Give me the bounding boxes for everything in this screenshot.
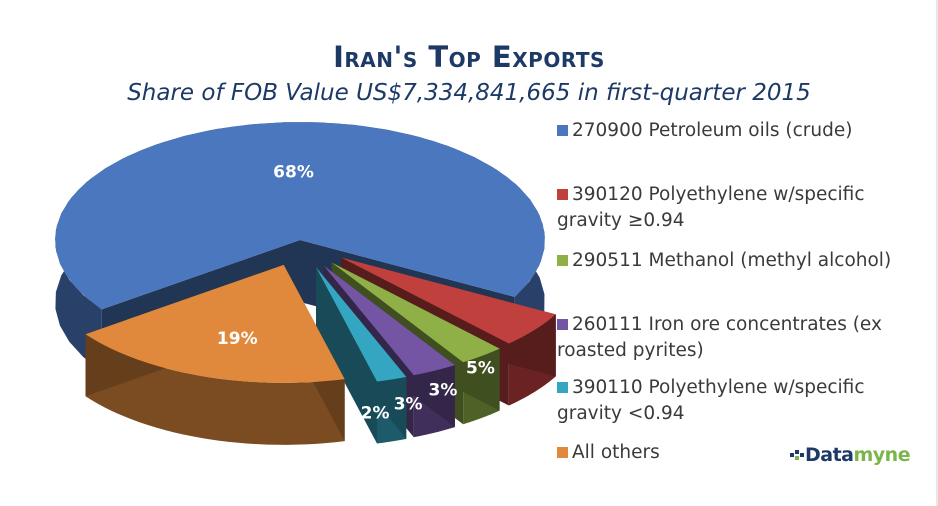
pie-data-label-3: 3% (394, 394, 423, 414)
datamyne-logo-text-myne: myne (853, 444, 911, 466)
chart-subtitle: Share of FOB Value US$7,334,841,665 in f… (127, 80, 811, 106)
datamyne-logo-text-data: Data (805, 444, 854, 466)
legend-label: 290511 Methanol (methyl alcohol) (572, 250, 892, 271)
pie-slice-5 (85, 264, 345, 383)
pie-slice-tops (55, 122, 556, 383)
pie-chart: 68%5%3%3%2%19% (55, 122, 556, 445)
pie-slice-1 (341, 257, 556, 344)
datamyne-logo: Datamyne (790, 444, 911, 466)
pie-data-label-0: 68% (273, 163, 314, 183)
pie-data-label-2: 3% (429, 380, 458, 400)
legend-swatch (557, 319, 568, 330)
legend-label: 260111 Iron ore concentrates (ex (572, 314, 882, 335)
pie-slice-3 (323, 265, 455, 376)
legend-item: 270900 Petroleum oils (crude) (557, 118, 917, 144)
legend-label: All others (572, 442, 660, 463)
pie-data-labels: 68%5%3%3%2%19% (217, 163, 495, 424)
legend-label: gravity ≥0.94 (557, 210, 685, 231)
pie-data-label-5: 19% (217, 329, 258, 349)
legend-label: roasted pyrites) (557, 340, 704, 361)
legend-item: 390120 Polyethylene w/specific gravity ≥0… (557, 182, 917, 234)
legend-label: 390110 Polyethylene w/specific (572, 377, 865, 398)
legend-label: 270900 Petroleum oils (crude) (572, 120, 853, 141)
legend-swatch (557, 447, 568, 458)
pie-data-label-4: 2% (361, 404, 390, 424)
legend-item: 390110 Polyethylene w/specific gravity <0… (557, 375, 917, 427)
pie-slice-cut-4-1 (316, 267, 377, 444)
pie-slice-4 (316, 267, 407, 382)
pie-slice-2 (331, 262, 500, 363)
pie-slice-0 (55, 122, 545, 310)
legend-item: 260111 Iron ore concentrates (ex roasted … (557, 312, 917, 364)
chart-title: Iran's Top Exports (333, 40, 605, 74)
legend-swatch (557, 189, 568, 200)
legend-item: All others (557, 440, 917, 466)
legend-swatch (557, 382, 568, 393)
datamyne-logo-mark-icon (790, 450, 804, 460)
legend-item: 290511 Methanol (methyl alcohol) (557, 248, 917, 274)
legend-label: 390120 Polyethylene w/specific (572, 184, 865, 205)
legend-swatch (557, 125, 568, 136)
legend-swatch (557, 255, 568, 266)
pie-slice-side-5 (85, 334, 345, 445)
pie-data-label-1: 5% (466, 359, 495, 379)
legend-label: gravity <0.94 (557, 403, 685, 424)
